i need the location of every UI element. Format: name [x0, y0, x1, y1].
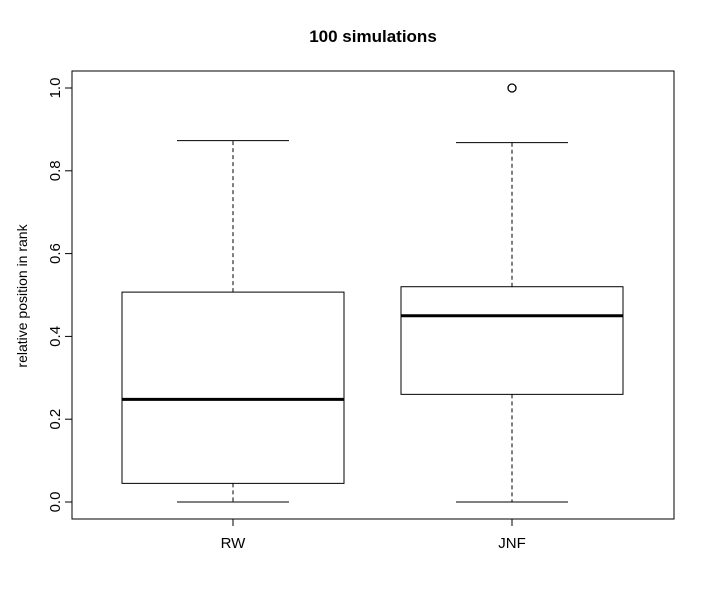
y-tick-label: 0.8 — [47, 160, 64, 181]
box-jnf — [400, 83, 624, 503]
y-axis-label: relative position in rank — [14, 223, 30, 367]
x-axis: RW JNF — [221, 519, 526, 552]
iqr-box — [400, 286, 624, 395]
iqr-box — [121, 291, 345, 484]
y-axis: 0.0 0.2 0.4 0.6 0.8 1.0 — [47, 78, 72, 513]
y-tick-label: 0.0 — [47, 492, 64, 513]
y-tick-label: 0.6 — [47, 243, 64, 264]
y-tick-label: 1.0 — [47, 78, 64, 99]
y-tick-label: 0.4 — [47, 326, 64, 347]
plot-frame — [71, 70, 675, 520]
x-tick-label: JNF — [498, 535, 526, 552]
box-rw — [121, 140, 345, 503]
x-tick-label: RW — [221, 535, 247, 552]
boxes — [121, 83, 624, 503]
y-tick-label: 0.2 — [47, 409, 64, 430]
chart-title: 100 simulations — [309, 27, 437, 46]
outlier-point — [507, 83, 517, 93]
